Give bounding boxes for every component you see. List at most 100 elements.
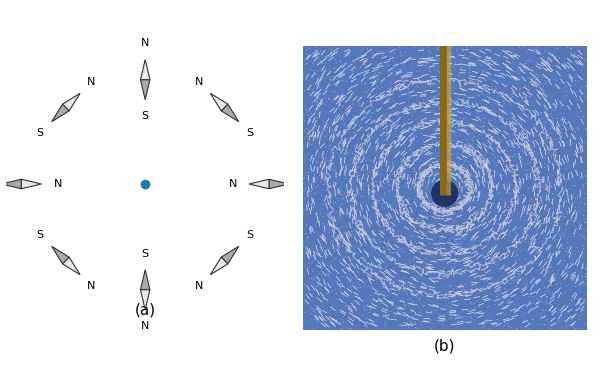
Point — [442, 269, 452, 275]
Point — [333, 78, 342, 84]
Point — [404, 259, 414, 265]
Point — [298, 322, 307, 328]
Point — [470, 224, 480, 230]
Point — [533, 112, 543, 117]
Point — [561, 92, 571, 98]
Point — [448, 130, 458, 136]
Point — [552, 166, 562, 172]
Point — [301, 221, 310, 227]
Point — [416, 312, 426, 318]
Point — [340, 169, 350, 175]
Point — [394, 281, 404, 287]
Point — [339, 314, 348, 319]
Point — [544, 99, 554, 105]
Point — [315, 84, 324, 90]
Point — [316, 192, 326, 198]
Point — [535, 109, 545, 114]
Point — [309, 137, 319, 143]
Point — [553, 135, 563, 141]
Point — [450, 55, 460, 61]
Point — [316, 262, 325, 268]
Point — [414, 89, 424, 95]
Point — [566, 49, 576, 55]
Point — [370, 236, 379, 241]
Point — [533, 222, 543, 227]
Point — [327, 245, 337, 251]
Point — [365, 146, 374, 152]
Point — [401, 289, 410, 294]
Point — [302, 234, 312, 240]
Point — [567, 203, 577, 209]
Point — [546, 318, 556, 324]
Point — [465, 258, 474, 264]
Point — [523, 173, 533, 179]
Point — [320, 161, 330, 167]
Point — [377, 145, 387, 151]
Point — [387, 223, 397, 229]
Point — [520, 301, 530, 307]
Point — [446, 143, 456, 149]
Point — [505, 249, 514, 255]
Point — [437, 254, 446, 260]
Point — [551, 136, 560, 142]
Point — [445, 305, 455, 311]
Point — [524, 226, 534, 232]
Point — [478, 215, 488, 221]
Point — [525, 184, 534, 190]
Point — [580, 266, 590, 272]
Point — [438, 65, 448, 71]
Point — [465, 153, 474, 159]
Point — [299, 87, 309, 93]
Point — [312, 283, 321, 289]
Point — [360, 80, 370, 86]
Point — [412, 189, 422, 195]
Point — [571, 325, 580, 331]
Point — [425, 149, 434, 155]
Point — [566, 217, 575, 223]
Point — [409, 253, 419, 259]
Point — [551, 222, 560, 228]
Point — [396, 194, 405, 200]
Point — [338, 318, 347, 324]
Point — [541, 44, 551, 50]
Point — [535, 265, 545, 270]
Point — [367, 54, 376, 60]
Point — [491, 293, 501, 298]
Point — [540, 113, 550, 119]
Point — [454, 145, 464, 151]
Point — [509, 84, 519, 90]
Point — [370, 70, 380, 75]
Point — [345, 202, 355, 208]
Point — [366, 219, 376, 224]
Point — [358, 186, 368, 192]
Point — [344, 199, 353, 205]
Point — [346, 276, 356, 282]
Point — [344, 202, 354, 208]
Point — [477, 198, 487, 204]
Point — [522, 144, 531, 150]
Point — [308, 305, 318, 311]
Point — [316, 282, 326, 288]
Point — [490, 83, 500, 89]
Point — [335, 59, 345, 64]
Point — [446, 303, 456, 309]
Point — [492, 251, 502, 256]
Point — [395, 156, 405, 162]
Point — [494, 189, 504, 195]
Point — [412, 120, 422, 125]
Point — [451, 199, 461, 205]
Point — [390, 256, 399, 262]
Point — [424, 66, 433, 71]
Point — [555, 280, 565, 286]
Point — [576, 108, 586, 114]
Point — [479, 267, 489, 273]
Point — [519, 141, 529, 146]
Point — [575, 173, 585, 178]
Point — [514, 60, 524, 66]
Point — [411, 68, 421, 74]
Point — [430, 76, 440, 82]
Point — [376, 300, 386, 306]
Point — [532, 45, 542, 50]
Point — [430, 92, 440, 98]
Point — [357, 312, 367, 318]
